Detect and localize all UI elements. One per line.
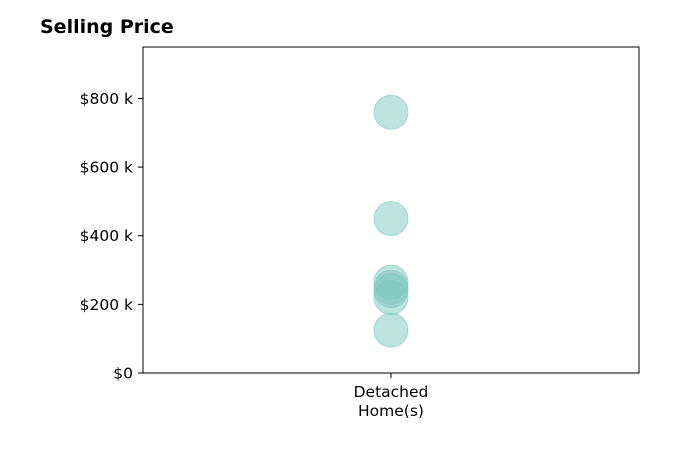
data-points [373,94,409,348]
y-tick-label: $600 k [80,159,133,177]
y-tick-label: $200 k [80,296,133,314]
data-point [373,280,409,316]
data-point [373,312,409,348]
y-tick-label: $0 [113,365,133,383]
y-tick-label: $400 k [80,227,133,245]
data-point [373,201,409,237]
y-tick-label: $800 k [80,90,133,108]
y-axis: $0 $200 k $400 k $600 k $800 k [80,90,143,383]
chart-title: Selling Price [40,16,174,38]
data-point [373,94,409,130]
x-tick-label: Home(s) [358,402,424,420]
x-tick-label: Detached [354,383,429,401]
